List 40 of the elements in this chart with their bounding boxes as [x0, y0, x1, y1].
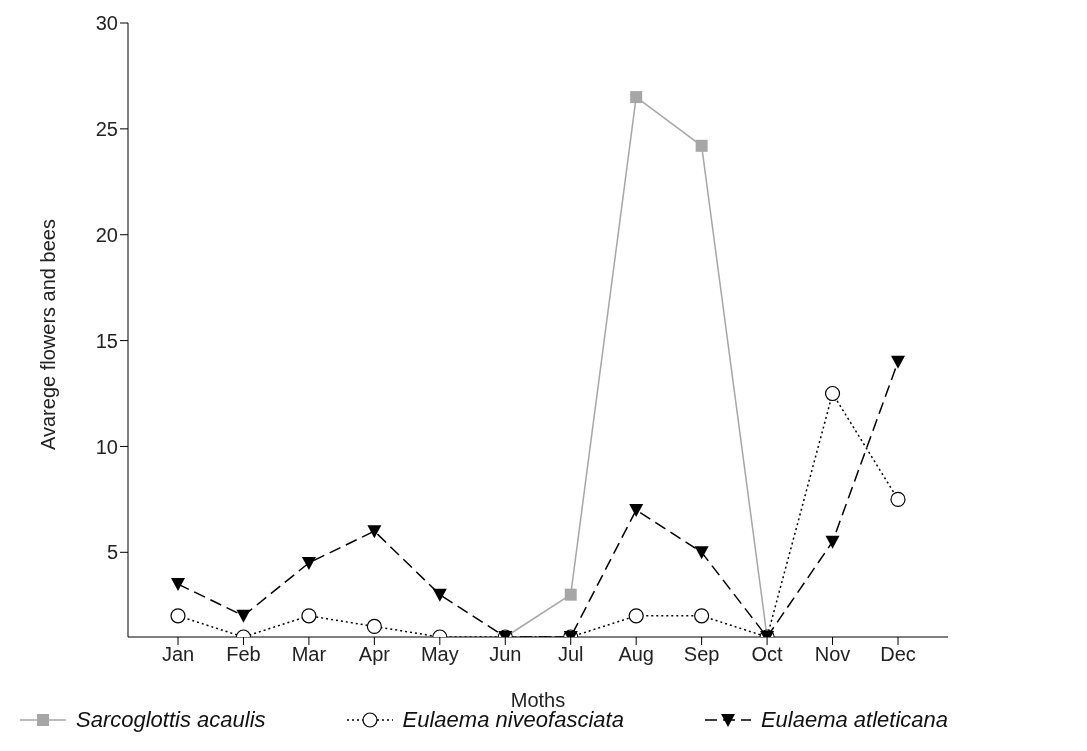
point [629, 503, 644, 517]
point [891, 355, 905, 369]
x-tick-label: Mar [291, 643, 327, 666]
x-tick-label: Sep [683, 643, 720, 666]
y-tick-label: 25 [95, 117, 118, 140]
point [170, 608, 186, 624]
point [694, 608, 710, 624]
point [301, 556, 316, 570]
point [695, 139, 708, 152]
point [824, 385, 841, 402]
legend-label: Sarcoglottis acaulis [75, 707, 266, 733]
y-tick-label: 30 [95, 12, 118, 35]
point [432, 588, 447, 602]
x-tick-label: Aug [618, 643, 654, 666]
point [694, 546, 709, 560]
x-tick-label: Jun [489, 643, 522, 666]
point [366, 618, 382, 635]
x-tick-label: Dec [880, 643, 916, 666]
y-tick-label: 20 [95, 223, 118, 246]
y-axis-title: Avarege flowers and bees [37, 219, 60, 450]
x-tick-label: Apr [358, 643, 391, 666]
point [630, 91, 643, 104]
point [564, 588, 577, 601]
x-tick-label: Jan [161, 643, 195, 666]
point [628, 608, 644, 624]
y-tick-label: 10 [95, 435, 118, 458]
point [301, 608, 317, 624]
x-tick-label: Nov [814, 643, 851, 666]
point [171, 578, 185, 592]
legend-label: Eulaema atleticana [759, 707, 948, 733]
x-tick-label: Oct [751, 643, 784, 666]
x-tick-label: Jul [557, 643, 584, 666]
point [825, 535, 840, 549]
y-tick-label: 5 [106, 541, 118, 564]
x-tick-label: May [420, 643, 459, 666]
y-tick-label: 15 [95, 329, 118, 352]
point [236, 609, 251, 623]
x-tick-label: Feb [226, 643, 261, 666]
point [890, 491, 906, 507]
point [367, 525, 382, 539]
